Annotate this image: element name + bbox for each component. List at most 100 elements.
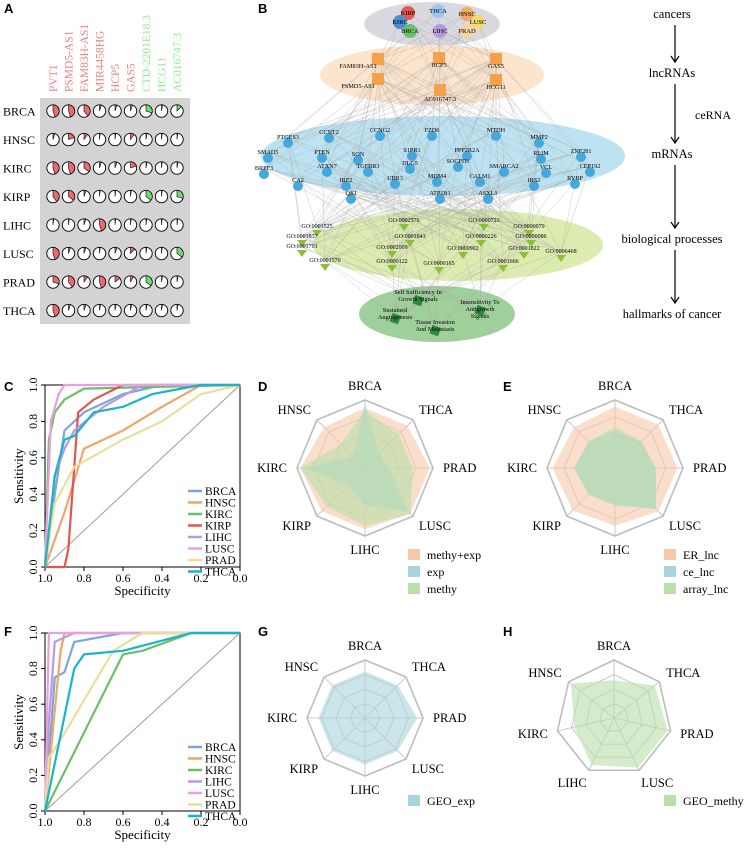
lncrna-column-label-hcp5: HCP5 <box>110 64 122 92</box>
mrna-node-asxl1 <box>483 194 493 204</box>
network-edge <box>301 246 481 311</box>
mrna-node-cep192 <box>585 167 595 177</box>
mrna-node-label-ptges3: PTGES3 <box>277 134 299 141</box>
go-node-go-0000122 <box>387 265 397 272</box>
network-edge <box>267 58 497 153</box>
x-tick-label: 1.0 <box>38 815 53 829</box>
hallmark-node-label-self-sufficiency-in-growth-signals: Self Sufficiency In Growth Signals <box>394 289 442 303</box>
lncrna-node-label-fam83h-as1: FAM83H-AS1 <box>339 63 376 70</box>
mrna-node-pten <box>317 153 327 163</box>
y-axis-label: Sensitivity <box>11 694 26 750</box>
go-node-label-go-0001525: GO:0001525 <box>301 224 332 230</box>
network-edge <box>263 79 497 169</box>
network-edge <box>321 57 440 153</box>
network-edge <box>367 165 405 222</box>
cancer-node-label-kirc: KIRC <box>392 19 408 26</box>
lncrna-column-label-ctd-2201e18-3: CTD-2201E18.3 <box>141 15 153 92</box>
hallmark-node-label-tissue-invasion-and-metastasis: Tissue Invasion And Metastasis <box>415 319 455 333</box>
pie-slice-hnsc-7 <box>161 132 163 140</box>
panel-label-d: D <box>258 379 267 394</box>
mrna-node-label-ppp2r2a: PPP2R2A <box>454 147 480 154</box>
go-node-label-go-0001570: GO:0001570 <box>309 258 340 264</box>
lncrna-node-psmd5-as1 <box>372 73 384 85</box>
cancer-node-prad <box>460 24 474 38</box>
pie-slice-prad-4 <box>114 275 121 283</box>
mrna-node-irs2 <box>529 181 539 191</box>
legend-label-lihc: LIHC <box>205 532 232 544</box>
network-edge <box>301 175 438 238</box>
pie-slice-brca-3 <box>99 104 102 112</box>
network-edge <box>434 263 440 331</box>
panel-label-c: C <box>4 379 14 394</box>
network-edge <box>297 179 525 250</box>
network-edge <box>287 58 379 138</box>
lncrna-column-label-fam83h-as1: FAM83H-AS1 <box>79 24 91 92</box>
go-node-go-0006468 <box>556 255 566 262</box>
pie-slice-hnsc-8 <box>176 132 179 140</box>
flow-cerna-label: ceRNA <box>695 108 731 122</box>
pie-slice-prad-3 <box>99 275 106 289</box>
network-edge <box>328 131 525 250</box>
diagonal-reference-line <box>44 632 241 812</box>
mrna-node-label-rlim: RLIM <box>533 150 549 157</box>
hallmark-node-sustained-angiogenesis <box>389 312 402 325</box>
go-node-label-go-0000902: GO:0000902 <box>447 246 478 252</box>
pie-slice-lusc-8 <box>176 246 184 258</box>
cancer-row-label-kirp: KIRP <box>3 190 31 204</box>
flow-arrow-head <box>670 296 680 305</box>
radar-area-methy <box>300 410 413 526</box>
network-edge <box>297 79 497 181</box>
network-edge <box>324 166 547 262</box>
x-tick-label: 0.8 <box>77 571 92 585</box>
network-edge <box>287 136 318 228</box>
network-edge <box>377 78 396 179</box>
legend-swatch-array-lnc <box>664 583 676 594</box>
mrna-node-ptges3 <box>283 138 293 148</box>
pie-slice-kirp-8 <box>176 189 184 199</box>
go-node-go-0002576 <box>399 224 409 231</box>
network-edge <box>377 58 582 152</box>
mrna-node-ubr3 <box>390 179 400 189</box>
mrna-node-ccng2 <box>375 131 385 141</box>
mrna-node-label-atxn7: ATXN7 <box>317 163 337 170</box>
lncrna-column-label-ac016747-3: AC016747.3 <box>172 33 184 92</box>
mrna-node-ccnt2 <box>324 133 334 143</box>
x-tick-label: 0.2 <box>194 815 209 829</box>
mrna-node-mmp2 <box>534 138 544 148</box>
network-edge <box>301 165 591 248</box>
legend-swatch-ce-lnc <box>664 566 676 577</box>
network-edge <box>437 10 497 81</box>
mrna-node-label-tgfbr3: TGFBR3 <box>356 163 379 170</box>
flow-step-hallmarks-of-cancer: hallmarks of cancer <box>623 307 722 321</box>
network-edge <box>457 160 532 238</box>
network-edge <box>439 192 530 228</box>
network-edge <box>324 177 396 262</box>
pie-slice-kirp-4 <box>114 189 117 197</box>
network-edge <box>417 220 485 301</box>
pie-slice-kirp-0 <box>52 189 60 202</box>
radar-axis-label-lusc: LUSC <box>419 519 451 533</box>
legend-label-thca: THCA <box>205 811 237 823</box>
legend-swatch-exp <box>408 566 420 577</box>
network-edge <box>321 151 405 222</box>
mrna-node-son <box>353 155 363 165</box>
network-edge <box>438 160 459 265</box>
panel-label-h: H <box>503 624 512 639</box>
cancer-node-label-thca: THCA <box>429 8 447 15</box>
pie-slice-lusc-3 <box>99 246 101 254</box>
legend-label-prad: PRAD <box>205 800 236 812</box>
y-tick-label: 0.6 <box>26 697 40 712</box>
y-axis-label: Sensitivity <box>11 448 26 504</box>
go-node-label-go-0002009: GO:0002009 <box>376 245 407 251</box>
network-edge <box>328 78 379 133</box>
pie-slice-lihc-1 <box>68 218 70 226</box>
lncrna-node-label-hcp5: HCP5 <box>431 62 446 69</box>
network-edge <box>411 79 497 151</box>
network-edge <box>479 251 562 311</box>
pie-slice-hnsc-0 <box>52 132 56 140</box>
mrna-node-label-brpf3: BRPF3 <box>255 165 273 172</box>
pie-slice-thca-2 <box>83 303 87 311</box>
go-node-label-go-0006468: GO:0006468 <box>545 249 576 255</box>
mrna-node-label-asxl1: ASXL1 <box>478 190 497 197</box>
